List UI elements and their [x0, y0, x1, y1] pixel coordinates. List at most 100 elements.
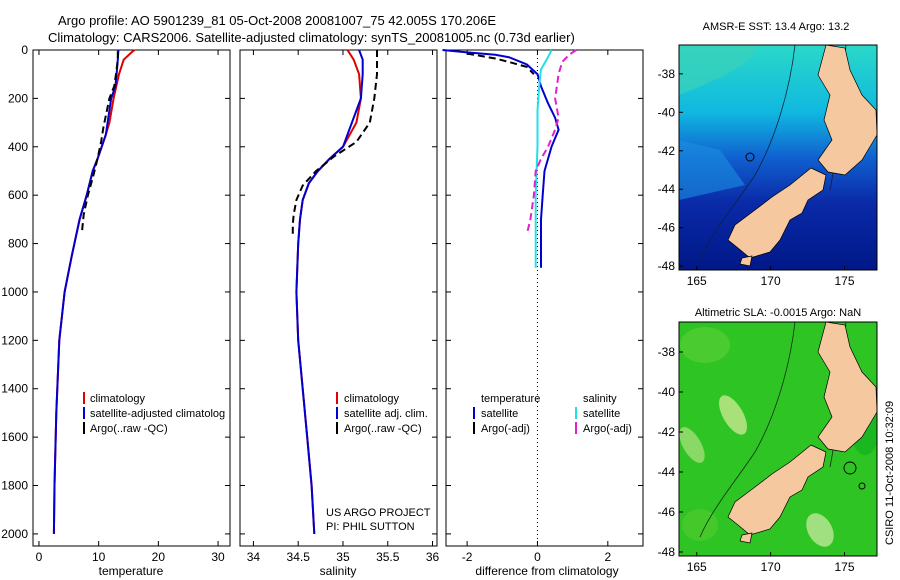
legend-argo: Argo(..raw -QC) [90, 423, 168, 435]
sst-map-frame [678, 44, 878, 271]
x-tick-label: 20 [152, 550, 166, 564]
sla-anomaly [806, 513, 834, 547]
sst-mid-patch [679, 140, 745, 200]
map-y-tick-label: -46 [658, 505, 676, 519]
climatology-title: Climatology: CARS2006. Satellite-adjuste… [48, 30, 575, 45]
legend-sal-argo: Argo(-adj) [583, 423, 632, 435]
map-x-tick-label: 165 [687, 274, 707, 288]
map-x-tick-label: 170 [761, 274, 781, 288]
profile-title: Argo profile: AO 5901239_81 05-Oct-2008 … [58, 13, 497, 28]
north-island [817, 322, 877, 453]
y-tick-label: 0 [21, 43, 28, 57]
sst-map [679, 45, 877, 270]
map-x-tick-label: 175 [834, 274, 854, 288]
map-x-tick-label: 165 [687, 560, 707, 574]
legend-temperature-heading: temperature [481, 393, 540, 405]
y-tick-label: 800 [8, 237, 28, 251]
sla-anomaly [680, 327, 730, 363]
x-tick-label: 0 [534, 550, 541, 564]
figure-header: Argo profile: AO 5901239_81 05-Oct-2008 … [40, 12, 640, 46]
x-tick-label: 10 [92, 550, 106, 564]
x-tick-label: 34 [247, 550, 261, 564]
y-tick-label: 400 [8, 140, 28, 154]
salinity-lines [291, 49, 378, 534]
x-tick-label: 0 [36, 550, 43, 564]
y-tick-label: 1400 [1, 382, 28, 396]
map-y-tick-label: -46 [658, 221, 676, 235]
legend-salinity-heading: salinity [583, 393, 617, 405]
temperature-axis-label: temperature [99, 564, 164, 578]
map-y-tick-label: -40 [658, 105, 676, 119]
map-x-tick-label: 170 [761, 560, 781, 574]
salinity-axis-label: salinity [320, 564, 357, 578]
legend-temp-argo: Argo(-adj) [481, 423, 530, 435]
x-tick-label: 2 [604, 550, 611, 564]
temperature-axes [32, 49, 231, 547]
y-tick-label: 1800 [1, 479, 28, 493]
temperature-lines [52, 49, 136, 534]
series-line-argo-raw-qc- [81, 51, 119, 232]
x-tick-label: -2 [462, 550, 473, 564]
map-y-tick-label: -40 [658, 385, 676, 399]
map-y-tick-label: -44 [658, 182, 676, 196]
sst-map-title: AMSR-E SST: 13.4 Argo: 13.2 [703, 21, 850, 33]
map-y-tick-label: -38 [658, 345, 676, 359]
difference-lines [442, 49, 577, 268]
difference-axes [445, 49, 644, 547]
sla-map-frame [678, 321, 878, 557]
sla-map-ticks: 165 170 175 -38 -40 -42 -44 -46 -48 [658, 345, 855, 574]
y-tick-label: 200 [8, 91, 28, 105]
legend-argo: Argo(..raw -QC) [344, 423, 422, 435]
map-y-tick-label: -42 [658, 425, 676, 439]
x-tick-label: 35.5 [376, 550, 400, 564]
legend-climatology: climatology [344, 393, 400, 405]
csiro-credit: CSIRO 11-Oct-2008 10:32:09 [884, 401, 896, 545]
depth-ticks: 0 200 400 600 800 1000 1200 1400 1600 1800 2000 [1, 43, 643, 541]
stewart-island [739, 255, 753, 267]
difference-legend: temperature satellite Argo(-adj) salinit… [473, 393, 632, 435]
x-tick-label: 30 [211, 550, 225, 564]
sla-anomaly [682, 509, 718, 541]
legend-satellite-adj: satellite adj. clim. [344, 408, 428, 420]
legend-temp-satellite: satellite [481, 408, 518, 420]
y-tick-label: 1600 [1, 430, 28, 444]
sla-map-title: Altimetric SLA: -0.0015 Argo: NaN [695, 307, 861, 319]
series-line-argo-raw-qc- [291, 50, 378, 234]
legend-climatology: climatology [90, 393, 146, 405]
series-line-satellite-adj-clim- [295, 49, 364, 534]
project-name: US ARGO PROJECT [326, 507, 431, 519]
stewart-island [739, 532, 753, 544]
y-tick-label: 1200 [1, 333, 28, 347]
y-tick-label: 1000 [1, 285, 28, 299]
argo-location-marker [745, 152, 755, 162]
x-tick-label: 34.5 [287, 550, 311, 564]
sla-eddy-marker [843, 461, 857, 475]
y-tick-label: 2000 [1, 527, 28, 541]
difference-axis-label: difference from climatology [475, 564, 618, 578]
map-x-tick-label: 175 [834, 560, 854, 574]
project-pi: PI: PHIL SUTTON [326, 521, 415, 533]
temperature-legend: climatology satellite-adjusted climatolo… [83, 392, 225, 435]
sla-anomaly [679, 427, 705, 463]
sla-anomaly [719, 395, 747, 435]
series-line-temperature-argo-adj- [466, 52, 535, 75]
salinity-ticks: 34 34.5 35 35.5 36 [247, 50, 440, 564]
legend-satellite-adjusted: satellite-adjusted climatolog [90, 408, 225, 420]
map-y-tick-label: -48 [658, 259, 676, 273]
sst-warm-patch [679, 45, 760, 95]
salinity-axes [239, 49, 438, 547]
x-tick-label: 36 [426, 550, 440, 564]
map-y-tick-label: -42 [658, 144, 676, 158]
salinity-legend: climatology satellite adj. clim. Argo(..… [336, 392, 428, 435]
series-line-temperature-satellite [442, 49, 560, 268]
x-tick-label: 35 [336, 550, 350, 564]
legend-sal-satellite: satellite [583, 408, 620, 420]
south-island [727, 444, 827, 536]
sla-eddy-marker [858, 482, 866, 490]
sst-map-ticks: 165 170 175 -38 -40 -42 -44 -46 -48 [658, 67, 855, 288]
temperature-ticks: 0 10 20 30 [36, 50, 225, 564]
map-y-tick-label: -48 [658, 545, 676, 559]
map-y-tick-label: -44 [658, 465, 676, 479]
y-tick-label: 600 [8, 188, 28, 202]
